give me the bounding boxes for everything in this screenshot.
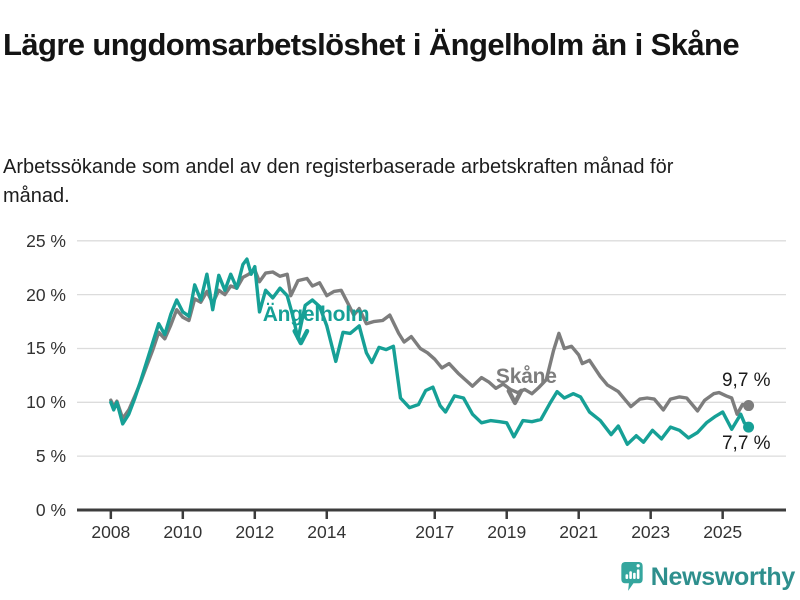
x-axis-tick-label: 2021 — [559, 522, 599, 542]
end-value-label: 9,7 % — [721, 369, 771, 391]
x-axis-tick-label: 2008 — [91, 522, 131, 542]
down-arrow-icon — [506, 388, 524, 406]
y-axis-tick-label: 0 % — [35, 500, 66, 520]
ngelholm-line — [109, 257, 751, 446]
y-axis-tick-label: 15 % — [26, 338, 66, 359]
x-axis-tick-label: 2014 — [307, 522, 347, 542]
newsworthy-bubble-barchart-icon — [620, 561, 644, 593]
series-name-label: Ängelholm — [262, 303, 370, 327]
x-axis-tick-label: 2012 — [235, 522, 275, 542]
x-axis-tick-label: 2017 — [415, 522, 455, 542]
y-axis-tick-label: 25 % — [26, 230, 66, 251]
x-axis-tick-label: 2025 — [703, 522, 743, 542]
y-axis-tick-label: 5 % — [35, 446, 66, 467]
x-axis-tick-label: 2023 — [631, 522, 671, 542]
series-name-label: Skåne — [495, 365, 557, 388]
x-axis-tick-label: 2019 — [487, 522, 527, 542]
series-endpoint-dot — [743, 421, 755, 433]
end-value-label: 7,7 % — [721, 433, 771, 455]
skne-line — [109, 268, 751, 421]
newsworthy-logo[interactable]: Newsworthy — [620, 561, 795, 593]
series-endpoint-dot — [743, 400, 755, 412]
y-axis-tick-label: 10 % — [26, 392, 66, 413]
down-arrow-icon — [292, 328, 310, 346]
y-axis-tick-label: 20 % — [26, 284, 66, 305]
x-axis-tick-label: 2010 — [163, 522, 203, 542]
chart-subtitle: Arbetssökande som andel av den registerb… — [3, 156, 674, 207]
newsworthy-brand-name: Newsworthy — [650, 562, 796, 591]
page-title: Lägre ungdomsarbetslöshet i Ängelholm än… — [3, 26, 740, 62]
